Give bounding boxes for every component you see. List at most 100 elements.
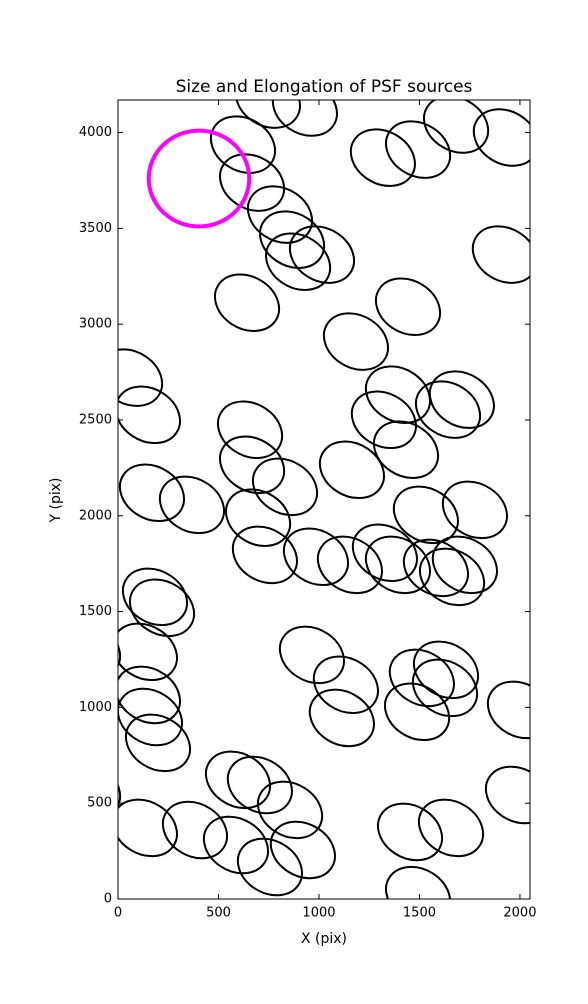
psf-ellipse-group <box>354 355 441 435</box>
y-axis-label: Y (pix) <box>48 478 64 524</box>
psf-ellipse-group <box>226 827 313 907</box>
psf-ellipse <box>261 68 348 148</box>
psf-ellipse-group <box>221 515 308 595</box>
psf-ellipse-group <box>261 68 348 148</box>
psf-ellipse <box>114 703 201 783</box>
psf-ellipse <box>461 215 548 295</box>
psf-ellipse <box>354 355 441 435</box>
psf-ellipse <box>431 470 518 550</box>
y-tick-label: 4000 <box>79 125 112 140</box>
psf-ellipse-group <box>255 222 342 302</box>
x-axis-label: X (pix) <box>301 931 347 947</box>
psf-ellipse-group <box>474 755 561 835</box>
axes-frame <box>117 99 531 900</box>
psf-ellipse <box>375 855 462 935</box>
psf-ellipse-group <box>408 537 495 617</box>
psf-ellipse-group <box>308 430 395 510</box>
psf-ellipse <box>462 98 549 178</box>
psf-ellipse <box>404 370 491 450</box>
psf-ellipse <box>401 648 488 728</box>
psf-ellipse <box>148 465 235 545</box>
psf-ellipse-group <box>312 302 399 382</box>
psf-ellipse-group <box>404 370 491 450</box>
y-tick-label: 0 <box>104 892 112 907</box>
psf-ellipse-group <box>340 380 427 460</box>
psf-ellipse <box>221 515 308 595</box>
psf-ellipse-group <box>476 670 563 750</box>
psf-ellipse <box>312 302 399 382</box>
psf-ellipse <box>362 410 449 490</box>
x-tick-label: 0 <box>114 906 122 921</box>
psf-ellipse-group <box>375 110 462 190</box>
psf-ellipse <box>209 143 296 223</box>
x-tick-label: 500 <box>206 906 231 921</box>
psf-ellipse-group <box>206 390 293 470</box>
psf-ellipse <box>412 85 499 165</box>
psf-ellipse <box>248 200 335 280</box>
psf-ellipse-group <box>461 215 548 295</box>
psf-ellipse <box>308 430 395 510</box>
psf-ellipse <box>382 475 469 555</box>
psf-ellipse <box>226 827 313 907</box>
psf-ellipse <box>255 222 342 302</box>
x-tick-label: 1500 <box>403 906 436 921</box>
psf-ellipse-group <box>401 648 488 728</box>
psf-ellipse-group <box>209 425 296 505</box>
psf-ellipse-group <box>362 410 449 490</box>
psf-ellipse <box>104 375 191 455</box>
psf-ellipse <box>104 655 191 735</box>
psf-ellipse <box>364 267 451 347</box>
psf-ellipse <box>111 557 198 637</box>
psf-ellipse-group <box>364 267 451 347</box>
psf-ellipse-group <box>259 810 346 890</box>
psf-ellipse-group <box>278 215 365 295</box>
psf-ellipse <box>392 528 479 608</box>
x-tick-label: 2000 <box>503 906 536 921</box>
psf-ellipse <box>302 645 389 725</box>
psf-ellipse <box>378 638 465 718</box>
psf-ellipse <box>476 670 563 750</box>
y-tick-label: 2500 <box>79 412 112 427</box>
psf-ellipse-group <box>203 263 290 343</box>
psf-ellipse <box>101 612 188 692</box>
psf-ellipse-group <box>302 645 389 725</box>
psf-ellipse-group <box>216 745 303 825</box>
psf-ellipse <box>268 615 355 695</box>
psf-ellipse <box>402 630 489 710</box>
psf-ellipse <box>408 537 495 617</box>
psf-ellipse-group <box>418 360 505 440</box>
psf-ellipse-group <box>148 465 235 545</box>
psf-ellipse-group <box>298 678 385 758</box>
psf-ellipse <box>278 215 365 295</box>
psf-ellipse <box>106 677 193 757</box>
psf-ellipse <box>340 380 427 460</box>
psf-ellipse <box>215 478 302 558</box>
y-tick-label: 3500 <box>79 221 112 236</box>
psf-ellipse-group <box>108 453 195 533</box>
psf-ellipse-group <box>106 677 193 757</box>
psf-ellipse-group <box>192 805 279 885</box>
psf-ellipse-group <box>268 615 355 695</box>
psf-ellipse-group <box>392 528 479 608</box>
psf-ellipse <box>474 755 561 835</box>
y-tick-label: 500 <box>87 796 112 811</box>
psf-ellipse <box>203 263 290 343</box>
psf-ellipse <box>421 525 508 605</box>
psf-ellipse <box>339 118 426 198</box>
psf-ellipse-group <box>412 85 499 165</box>
psf-ellipse <box>407 788 494 868</box>
psf-ellipse-group <box>241 447 328 527</box>
psf-ellipse-group <box>431 470 518 550</box>
x-tick-label: 1000 <box>302 906 335 921</box>
psf-ellipse-group <box>382 475 469 555</box>
y-tick-label: 1500 <box>79 604 112 619</box>
psf-ellipse-group <box>407 788 494 868</box>
psf-ellipse-group <box>272 517 359 597</box>
psf-ellipse <box>374 672 461 752</box>
psf-ellipse-group <box>118 568 205 648</box>
psf-ellipse-group <box>209 143 296 223</box>
psf-ellipse <box>192 805 279 885</box>
psf-ellipse <box>118 568 205 648</box>
psf-ellipse-group <box>402 630 489 710</box>
